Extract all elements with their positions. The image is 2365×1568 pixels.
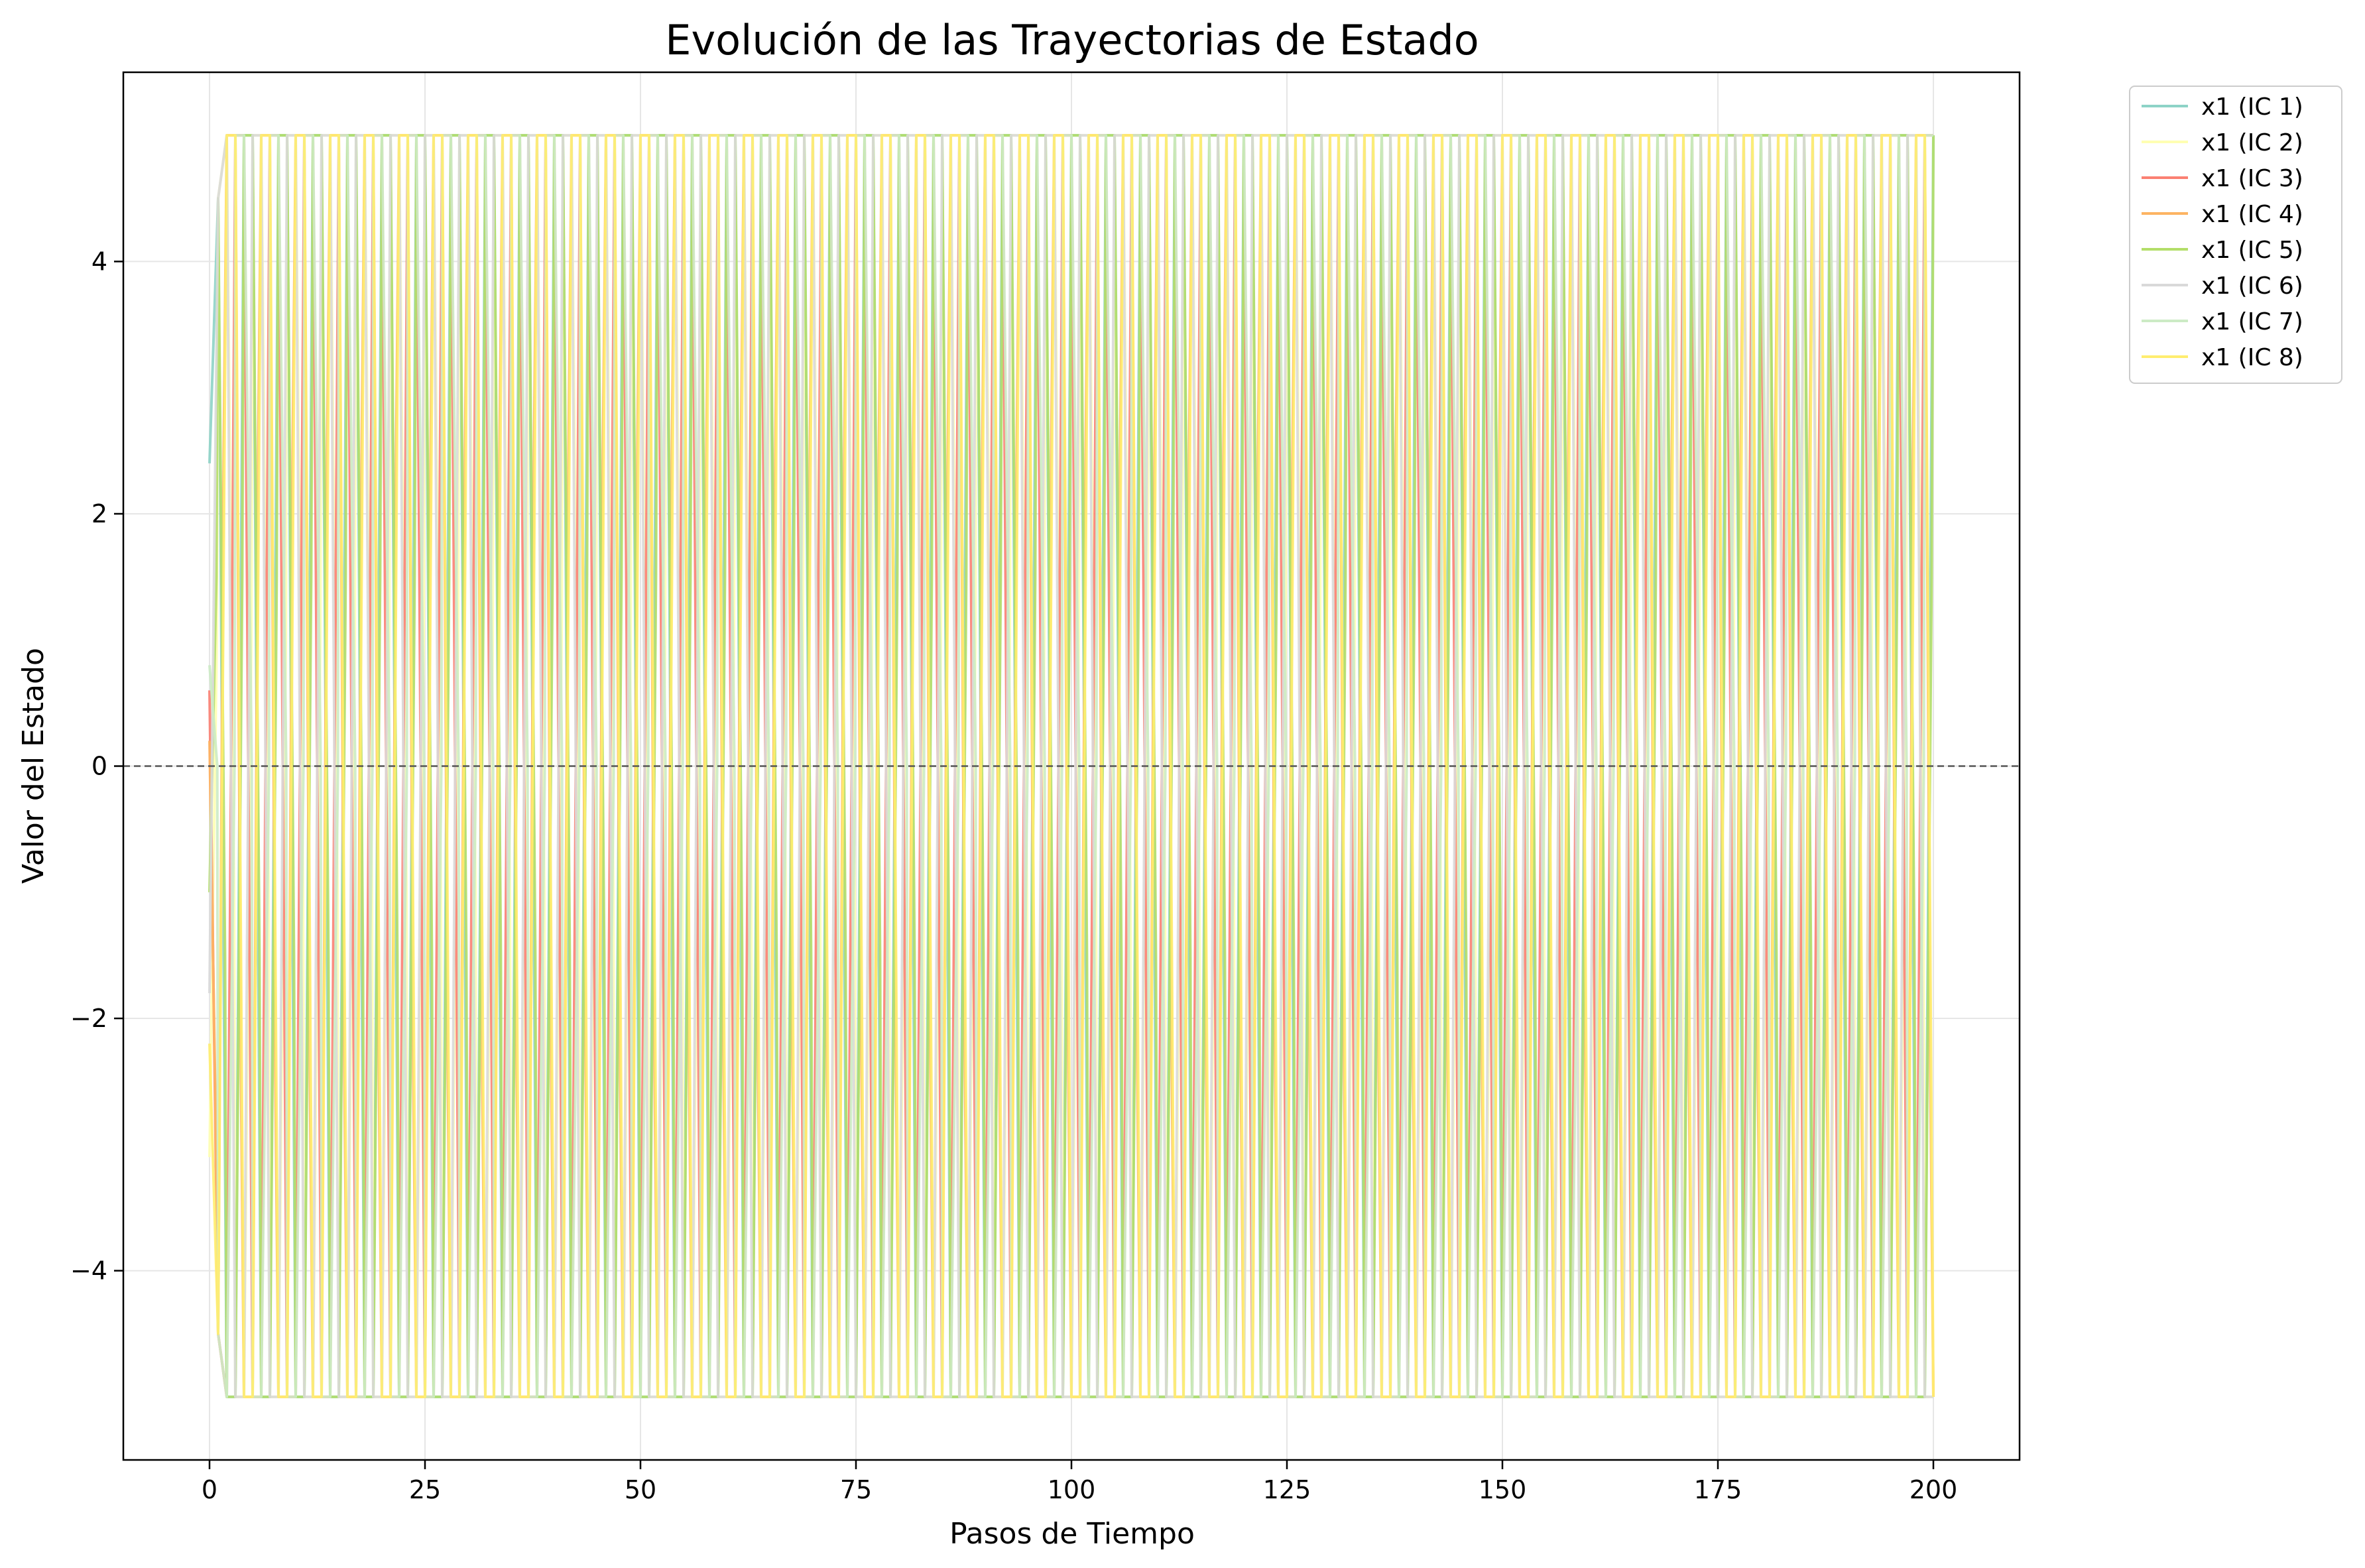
legend-box bbox=[2129, 86, 2342, 384]
y-tick-label-1: −2 bbox=[70, 1004, 107, 1033]
x-tick-label-2: 50 bbox=[625, 1475, 656, 1504]
legend-label-ic5: x1 (IC 5) bbox=[2201, 237, 2303, 264]
y-tick-label-0: −4 bbox=[70, 1256, 107, 1286]
legend-label-ic8: x1 (IC 8) bbox=[2201, 344, 2303, 371]
y-tick-label-2: 0 bbox=[91, 752, 107, 781]
x-tick-label-8: 200 bbox=[1910, 1475, 1958, 1504]
x-tick-label-7: 175 bbox=[1694, 1475, 1742, 1504]
legend-label-ic7: x1 (IC 7) bbox=[2201, 308, 2303, 335]
x-tick-label-5: 125 bbox=[1263, 1475, 1311, 1504]
x-axis-label: Pasos de Tiempo bbox=[949, 1517, 1195, 1551]
x-tick-label-4: 100 bbox=[1048, 1475, 1096, 1504]
legend-label-ic4: x1 (IC 4) bbox=[2201, 201, 2303, 228]
axes: 0 25 50 75 100 125 150 175 200 −4 −2 0 2 4 bbox=[70, 71, 2021, 1504]
x-tick-label-1: 25 bbox=[409, 1475, 441, 1504]
x-tick-label-0: 0 bbox=[202, 1475, 217, 1504]
legend-label-ic3: x1 (IC 3) bbox=[2201, 165, 2303, 192]
series-lines bbox=[208, 134, 1935, 1398]
legend-label-ic2: x1 (IC 2) bbox=[2201, 129, 2303, 156]
legend: x1 (IC 1) x1 (IC 2) x1 (IC 3) x1 (IC 4) x1 (… bbox=[2129, 86, 2342, 384]
series-line-ic5 bbox=[208, 134, 1935, 1398]
y-tick-label-4: 4 bbox=[91, 247, 107, 276]
y-axis-label: Valor del Estado bbox=[17, 648, 50, 884]
chart-title: Evolución de las Trayectorias de Estado bbox=[665, 16, 1479, 64]
legend-label-ic1: x1 (IC 1) bbox=[2201, 93, 2303, 121]
x-tick-label-3: 75 bbox=[840, 1475, 872, 1504]
series-line-ic8 bbox=[208, 134, 1935, 1398]
y-tick-label-3: 2 bbox=[91, 499, 107, 528]
x-tick-label-6: 150 bbox=[1479, 1475, 1527, 1504]
legend-label-ic6: x1 (IC 6) bbox=[2201, 272, 2303, 300]
